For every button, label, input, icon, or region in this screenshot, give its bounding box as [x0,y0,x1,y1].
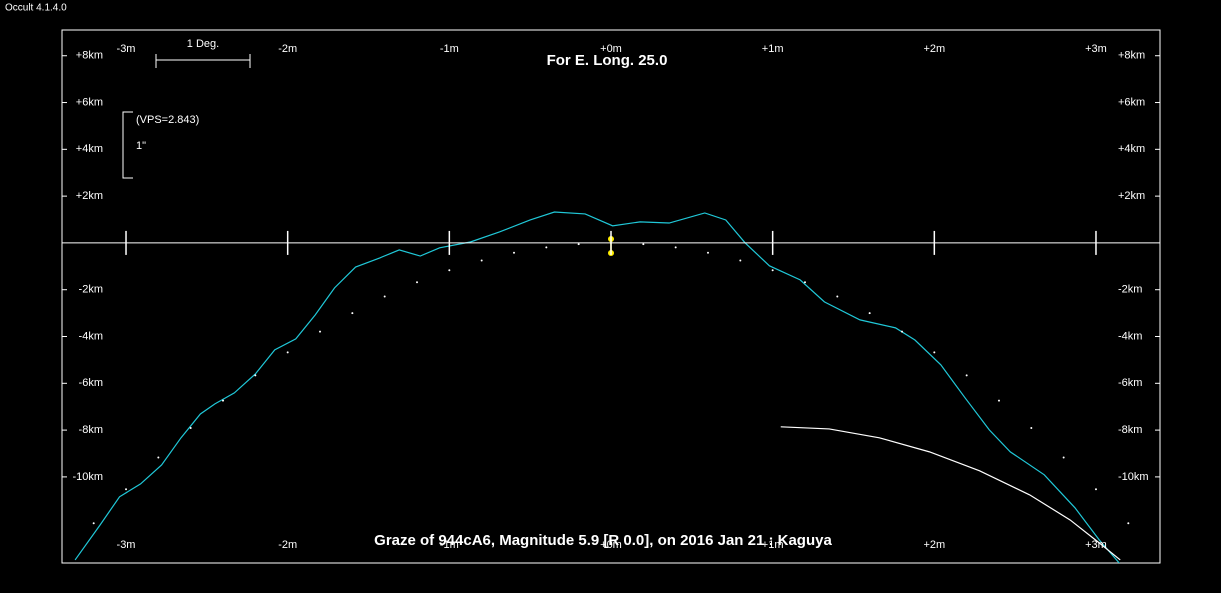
plot-area [74,211,1130,563]
x-tick-label-bottom: -1m [440,539,459,551]
y-tick-label-right: -4km [1118,330,1142,342]
mean-limb-dot [351,312,354,315]
x-tick-label-top: -1m [440,43,459,55]
mean-limb-dot [642,243,645,246]
mean-limb-dot [189,426,192,429]
mean-limb-dot [706,251,709,254]
x-tick-label-top: +0m [600,43,622,55]
vps-label: (VPS=2.843) [136,114,199,126]
y-tick-label-right: +4km [1118,143,1145,155]
y-tick-label-left: -4km [79,330,103,342]
mean-limb-dot [1094,488,1097,491]
y-tick-label-right: +8km [1118,50,1145,62]
mean-limb-dot [674,246,677,249]
y-tick-label-left: -2km [79,284,103,296]
mean-limb-dot [739,259,742,262]
scale-bar [155,54,251,68]
window-title: Occult 4.1.4.0 [5,3,67,14]
mean-limb-dot [868,312,871,315]
mean-limb-dot [480,259,483,262]
y-tick-label-right: -6km [1118,377,1142,389]
y-tick-label-right: +2km [1118,190,1145,202]
mean-limb-dot [319,330,322,333]
mean-limb-dot [545,246,548,249]
vps-bracket [122,111,133,179]
mean-limb-dot [286,351,289,354]
y-tick-label-right: +6km [1118,96,1145,108]
x-tick-label-bottom: +1m [762,539,784,551]
y-tick-label-left: +8km [76,50,103,62]
x-tick-label-top: +3m [1085,43,1107,55]
mean-limb-dot [448,269,451,272]
mean-limb-dot [771,269,774,272]
y-tick-label-left: +4km [76,143,103,155]
limb-line [74,211,1121,563]
chart-title: For E. Long. 25.0 [547,52,668,69]
y-tick-label-left: +6km [76,96,103,108]
x-tick-label-top: -2m [278,43,297,55]
y-tick-label-right: -10km [1118,471,1149,483]
x-tick-label-top: +2m [923,43,945,55]
mean-limb-dot [997,399,1000,402]
x-tick-label-bottom: -3m [117,539,136,551]
y-tick-label-left: -6km [79,377,103,389]
arcsec-label: 1" [136,140,146,152]
mean-limb-dot [125,488,128,491]
mean-limb-dot [1127,522,1130,525]
mean-limb-dot [933,351,936,354]
y-tick-label-left: -10km [72,471,103,483]
chart-subtitle: Graze of 944cA6, Magnitude 5.9 [R 0.0], … [374,532,832,549]
mean-limb-dot [836,295,839,298]
y-tick-label-right: -2km [1118,284,1142,296]
y-tick-label-left: -8km [79,424,103,436]
mean-limb-dot [1062,456,1065,459]
mean-limb-dot [965,374,968,377]
mean-limb-dot [416,281,419,284]
scale-label: 1 Deg. [187,38,219,50]
mean-limb-dot [900,330,903,333]
mean-limb-dot [803,281,806,284]
mean-limb-dot [222,399,225,402]
x-tick-label-top: -3m [117,43,136,55]
mean-limb-dot [1030,426,1033,429]
x-tick-label-bottom: +3m [1085,539,1107,551]
mean-limb-dot [157,456,160,459]
y-tick-label-left: +2km [76,190,103,202]
x-tick-label-bottom: +2m [923,539,945,551]
x-tick-label-bottom: -2m [278,539,297,551]
mean-limb-dot [254,374,257,377]
x-tick-label-bottom: +0m [600,539,622,551]
x-tick-label-top: +1m [762,43,784,55]
limb-line [780,426,1121,561]
mean-limb-dot [577,243,580,246]
y-tick-label-right: -8km [1118,424,1142,436]
mean-limb-dot [513,251,516,254]
mean-limb-dot [92,522,95,525]
mean-limb-dot [383,295,386,298]
plot-frame [61,29,1161,564]
